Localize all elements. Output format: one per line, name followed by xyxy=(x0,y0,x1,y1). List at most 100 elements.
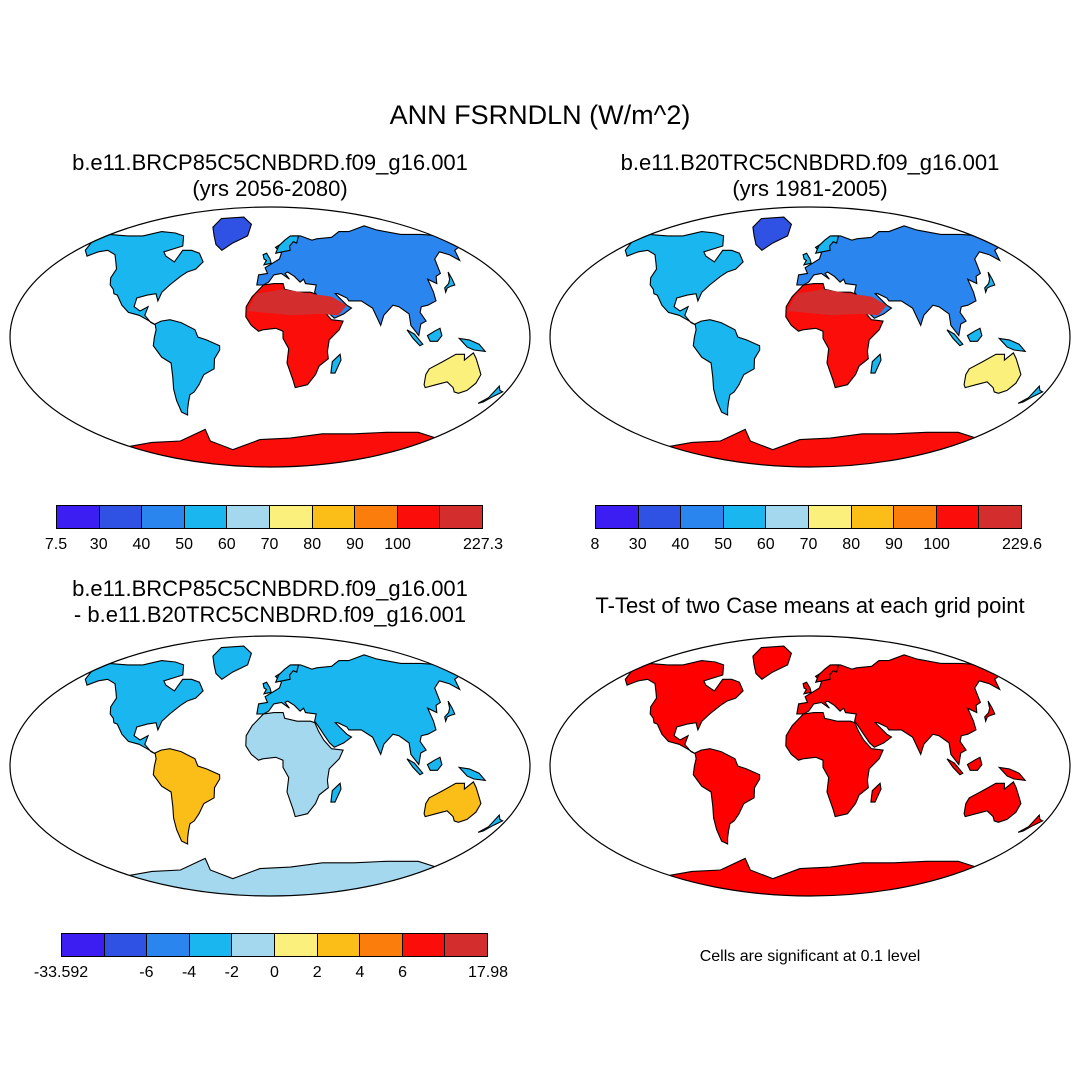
landmass-britain xyxy=(262,681,272,695)
map-border xyxy=(549,635,1071,897)
landmass-eurasia xyxy=(256,225,463,337)
panel1-title-line1: b.e11.BRCP85C5CNBDRD.f09_g16.001 xyxy=(72,150,468,175)
landmass-australia xyxy=(963,781,1022,823)
landmass-scandinavia xyxy=(814,235,840,254)
colorbar-swatch xyxy=(397,506,441,528)
panel2-title-line2: (yrs 1981-2005) xyxy=(732,176,888,201)
panel3-colorbar xyxy=(61,933,488,957)
colorbar-swatch xyxy=(766,506,809,528)
landmass-madagascar xyxy=(330,353,342,374)
panel3-title-line2: - b.e11.B20TRC5CNBDRD.f09_g16.001 xyxy=(73,602,467,627)
colorbar-swatch xyxy=(99,506,143,528)
colorbar-swatch xyxy=(274,934,318,956)
landmass-greenland xyxy=(752,216,793,252)
landmass-antarctica xyxy=(630,428,991,467)
landmass-northAmerica xyxy=(84,231,204,326)
colorbar-tick-label: -6 xyxy=(139,964,154,981)
panel2-colorbar-ticks: 8 30 40 50 60 70 80 90 100 229.6 xyxy=(591,536,1042,556)
colorbar-tick-label: 0 xyxy=(270,964,279,981)
landmass-southAmerica xyxy=(692,319,761,416)
landmass-southAmerica xyxy=(152,748,221,845)
landmass-australia xyxy=(963,352,1022,394)
landmass-nz xyxy=(1017,813,1044,833)
landmass-borneo xyxy=(426,756,443,771)
landmass-britain xyxy=(802,681,812,695)
landmass-sumatra xyxy=(406,329,424,347)
colorbar-swatch xyxy=(232,934,275,956)
landmass-nz xyxy=(1017,384,1044,404)
colorbar-swatch xyxy=(638,506,682,528)
landmass-borneo xyxy=(966,327,983,342)
colorbar-swatch xyxy=(979,506,1021,528)
colorbar-tick-label: 227.3 xyxy=(462,536,504,553)
landmass-japan xyxy=(444,271,456,295)
colorbar-tick-label: 40 xyxy=(671,536,690,553)
colorbar-tick-label: 17.98 xyxy=(467,964,509,981)
colorbar-swatch xyxy=(936,506,980,528)
colorbar-swatch xyxy=(189,934,233,956)
landmass-madagascar xyxy=(870,353,882,374)
landmass-borneo xyxy=(966,756,983,771)
landmass-newguinea xyxy=(457,766,487,782)
landmass-sumatra xyxy=(946,329,964,347)
panel1-colorbar xyxy=(56,505,483,529)
landmass-australia xyxy=(423,781,482,823)
colorbar-tick-label: 30 xyxy=(628,536,647,553)
colorbar-swatch xyxy=(402,934,446,956)
colorbar-tick-label: 50 xyxy=(714,536,732,553)
colorbar-swatch xyxy=(851,506,895,528)
landmass-eurasia xyxy=(256,654,463,766)
landmass-japan xyxy=(984,700,996,724)
landmass-australia xyxy=(423,352,482,394)
panel1-title-line2: (yrs 2056-2080) xyxy=(192,176,348,201)
colorbar-tick-label: 50 xyxy=(175,536,193,553)
colorbar-tick-label: 100 xyxy=(384,536,411,553)
landmass-greenland xyxy=(212,216,253,252)
landmass-northAmerica xyxy=(84,660,204,755)
landmass-nz xyxy=(477,384,504,404)
colorbar-tick-label: 60 xyxy=(756,536,775,553)
landmass-madagascar xyxy=(870,782,882,803)
colorbar-tick-label: 90 xyxy=(345,536,364,553)
colorbar-swatch xyxy=(104,934,148,956)
colorbar-swatch xyxy=(227,506,270,528)
colorbar-tick-label: -4 xyxy=(181,964,197,981)
desert-region xyxy=(787,289,887,316)
map-border xyxy=(9,206,531,468)
colorbar-tick-label: -33.592 xyxy=(33,964,89,981)
figure-title: ANN FSRNDLN (W/m^2) xyxy=(389,100,691,130)
colorbar-tick-label: 70 xyxy=(260,536,279,553)
panel4-note: Cells are significant at 0.1 level xyxy=(699,948,921,965)
panel3-title-line1: b.e11.BRCP85C5CNBDRD.f09_g16.001 xyxy=(72,576,468,601)
colorbar-swatch xyxy=(147,934,190,956)
landmass-britain xyxy=(802,252,812,266)
colorbar-tick-label: 90 xyxy=(884,536,903,553)
colorbar-tick-label: 70 xyxy=(799,536,818,553)
landmass-sumatra xyxy=(946,758,964,776)
landmass-newguinea xyxy=(997,337,1027,353)
landmass-africa xyxy=(245,712,344,818)
landmass-antarctica xyxy=(630,857,991,896)
colorbar-tick-label: 100 xyxy=(923,536,950,553)
colorbar-swatch xyxy=(445,934,487,956)
landmass-nz xyxy=(477,813,504,833)
landmass-southAmerica xyxy=(692,748,761,845)
landmass-sumatra xyxy=(406,758,424,776)
landmass-eurasia xyxy=(796,654,1003,766)
landmass-japan xyxy=(984,271,996,295)
colorbar-tick-label: 7.5 xyxy=(44,536,68,553)
landmass-madagascar xyxy=(330,782,342,803)
colorbar-swatch xyxy=(269,506,313,528)
map-border xyxy=(549,206,1071,468)
panel4-title: T-Test of two Case means at each grid po… xyxy=(595,593,1025,618)
colorbar-tick-label: 30 xyxy=(89,536,108,553)
colorbar-swatch xyxy=(681,506,724,528)
colorbar-swatch xyxy=(355,506,398,528)
panel1-colorbar-ticks: 7.5 30 40 50 60 70 80 90 100 227.3 xyxy=(45,536,503,556)
colorbar-swatch xyxy=(184,506,228,528)
colorbar-swatch xyxy=(142,506,185,528)
landmass-antarctica xyxy=(90,857,451,896)
landmass-northAmerica xyxy=(624,660,744,755)
colorbar-swatch xyxy=(808,506,852,528)
map-border xyxy=(9,635,531,897)
